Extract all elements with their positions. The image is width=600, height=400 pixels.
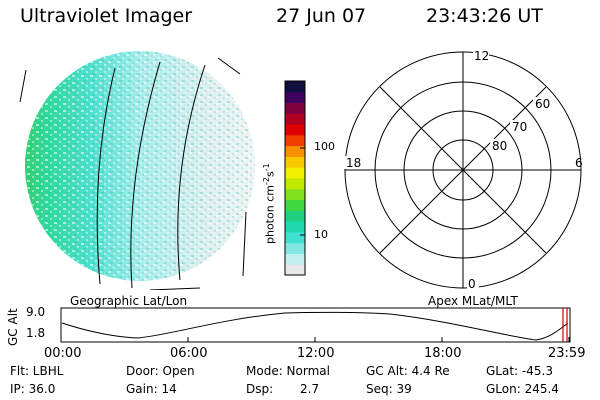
colorbar-band: [285, 156, 305, 168]
orbit-altitude-plot: [60, 307, 571, 343]
colorbar-band: [285, 210, 305, 222]
status-seq: Seq: 39: [366, 382, 412, 396]
colorbar-band: [285, 167, 305, 179]
image-time: 23:43:26 UT: [426, 5, 543, 27]
orbit-ytick-top: 9.0: [26, 305, 46, 319]
status-mode: Mode: Normal: [246, 364, 330, 378]
mlt-label-12: 12: [474, 50, 489, 63]
colorbar-band: [285, 91, 305, 104]
time-tick-0600: 06:00: [170, 346, 208, 361]
image-date: 27 Jun 07: [276, 5, 367, 27]
status-filter: Flt: LBHL: [10, 364, 64, 378]
grid-fragment: [19, 69, 27, 103]
time-tick-1800: 18:00: [424, 346, 462, 361]
meridian-line: [177, 64, 206, 281]
geographic-caption: Geographic Lat/Lon: [70, 294, 188, 308]
current-time-marker: [562, 308, 568, 342]
orbit-ylabel: GC Alt: [6, 308, 20, 346]
polar-mlt-grid: 12 18 6 0 60 70 80: [344, 50, 583, 291]
time-tick-2359: 23:59: [548, 346, 586, 361]
meridian-line: [96, 67, 116, 285]
colorbar-band: [285, 178, 305, 190]
colorbar-band: [285, 199, 305, 211]
colorbar-band: [285, 242, 305, 254]
apex-caption: Apex MLat/MLT: [428, 294, 518, 308]
grid-fragment: [217, 57, 241, 75]
mlt-label-18: 18: [346, 156, 361, 170]
orbit-ytick-bottom: 1.8: [26, 326, 46, 340]
grid-fragment: [242, 211, 247, 277]
colorbar-band: [285, 124, 305, 136]
geographic-disk-image: [19, 51, 255, 290]
lat-label-70: 70: [512, 120, 527, 134]
colorbar-band: [285, 145, 305, 157]
meridian-line: [130, 61, 161, 289]
status-ip: IP: 36.0: [10, 382, 56, 396]
status-dsp-label: Dsp:: [246, 382, 274, 396]
colorbar-band: [285, 221, 305, 233]
colorbar-band: [285, 134, 305, 147]
grid-fragment: [149, 287, 201, 290]
time-tick-1200: 12:00: [297, 346, 335, 361]
status-glat: GLat: -45.3: [486, 364, 553, 378]
colorbar-band: [285, 231, 305, 244]
lat-label-60: 60: [535, 97, 550, 111]
status-door: Door: Open: [126, 364, 195, 378]
status-dsp-value: 2.7: [300, 382, 320, 396]
status-glon: GLon: 245.4: [486, 382, 559, 396]
colorbar-tick-100: 100: [314, 140, 335, 153]
colorbar-band: [285, 81, 305, 93]
colorbar: [284, 80, 306, 276]
colorbar-band: [285, 102, 305, 114]
colorbar-band: [285, 188, 305, 201]
colorbar-band: [285, 264, 305, 276]
lat-label-80: 80: [492, 139, 507, 153]
status-gain: Gain: 14: [126, 382, 177, 396]
altitude-curve: [61, 311, 569, 341]
colorbar-tick-10: 10: [314, 228, 328, 241]
colorbar-unit-label: photon cm-2s-1: [262, 163, 277, 244]
mlt-label-0: 0: [468, 277, 476, 291]
status-gc-alt: GC Alt: 4.4 Re: [366, 364, 450, 378]
mlt-label-6: 6: [575, 156, 583, 170]
colorbar-band: [285, 253, 305, 265]
time-tick-0000: 00:00: [44, 346, 82, 361]
instrument-title: Ultraviolet Imager: [20, 5, 193, 27]
colorbar-band: [285, 113, 305, 125]
